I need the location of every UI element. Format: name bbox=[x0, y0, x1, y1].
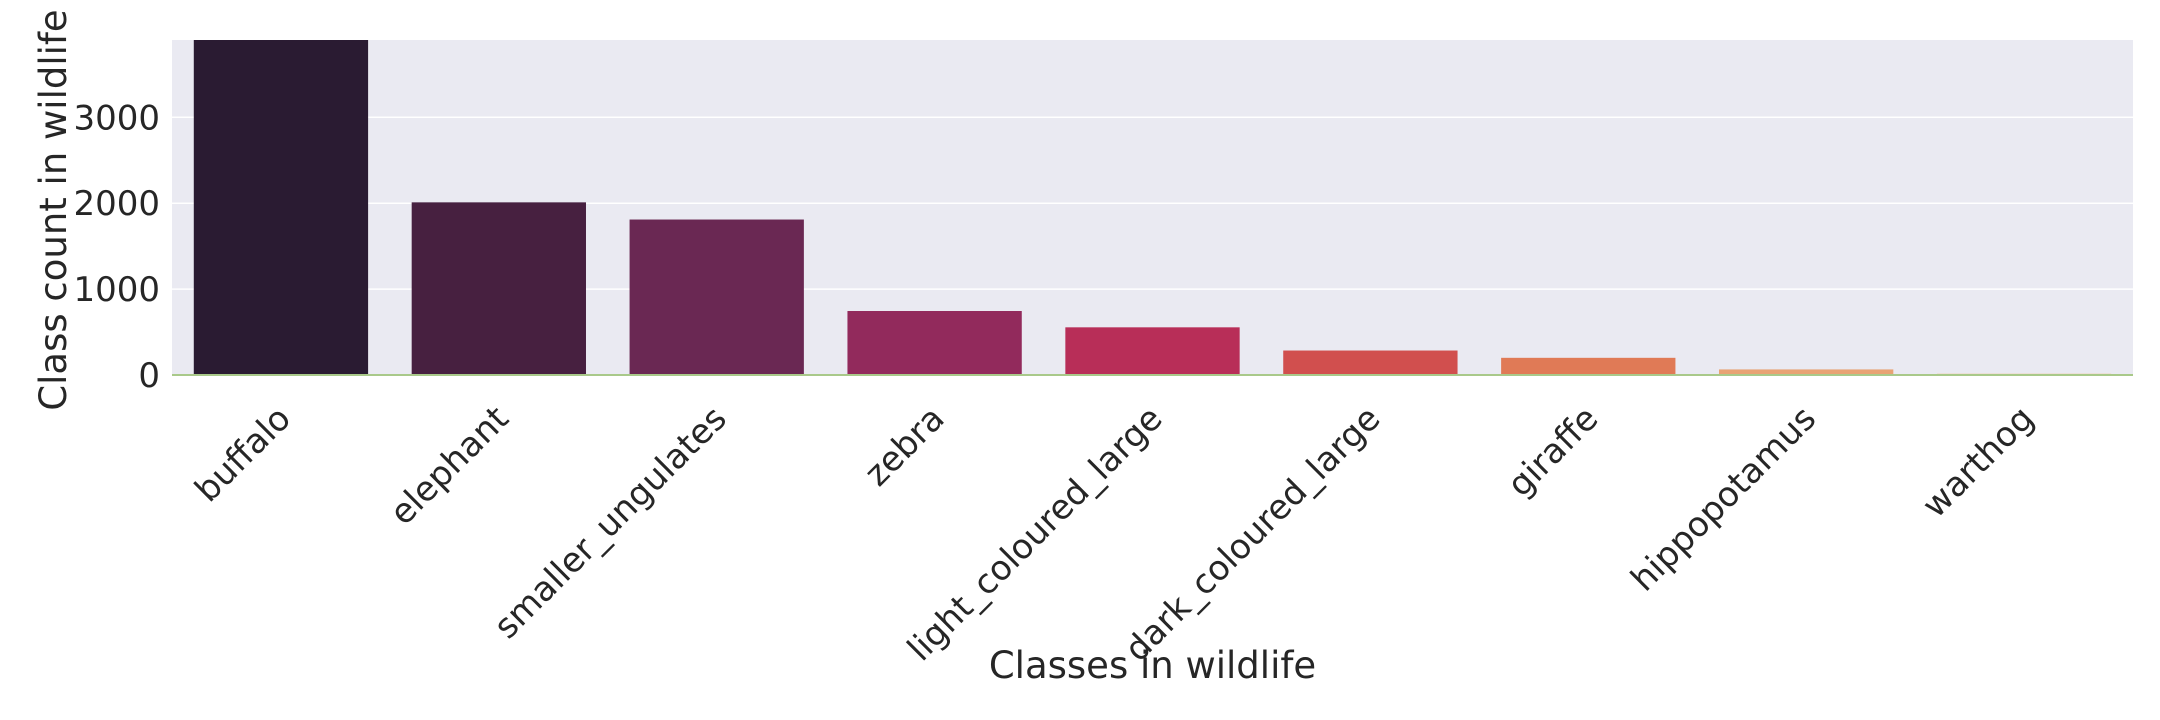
bar-dark-coloured-large bbox=[1283, 350, 1458, 375]
bar-zebra bbox=[847, 311, 1022, 375]
x-tick-label: elephant bbox=[382, 399, 516, 533]
x-tick-label: warthog bbox=[1915, 399, 2042, 526]
x-tick-label: hippopotamus bbox=[1623, 399, 1824, 600]
bar-buffalo bbox=[193, 40, 369, 375]
x-tick-label: smaller_ungulates bbox=[486, 399, 734, 647]
x-tick-label: zebra bbox=[857, 399, 953, 495]
x-axis-label: Classes in wildlife bbox=[989, 644, 1316, 687]
x-tick-label: giraffe bbox=[1500, 399, 1606, 505]
y-tick-label: 2000 bbox=[73, 184, 160, 224]
y-tick-label: 3000 bbox=[73, 98, 160, 138]
bar-giraffe bbox=[1501, 357, 1676, 375]
y-tick-labels: 0 1000 2000 3000 bbox=[73, 98, 160, 396]
bar-smaller-ungulates bbox=[629, 219, 804, 375]
y-tick-label: 0 bbox=[138, 356, 160, 396]
x-tick-label: buffalo bbox=[187, 399, 298, 510]
y-axis-label: Class count in wildlife bbox=[32, 9, 75, 410]
bar-hippopotamus bbox=[1719, 369, 1894, 375]
bar-light-coloured-large bbox=[1065, 327, 1240, 375]
y-tick-label: 1000 bbox=[73, 270, 160, 310]
bar-elephant bbox=[411, 202, 586, 375]
bars bbox=[193, 40, 2112, 375]
